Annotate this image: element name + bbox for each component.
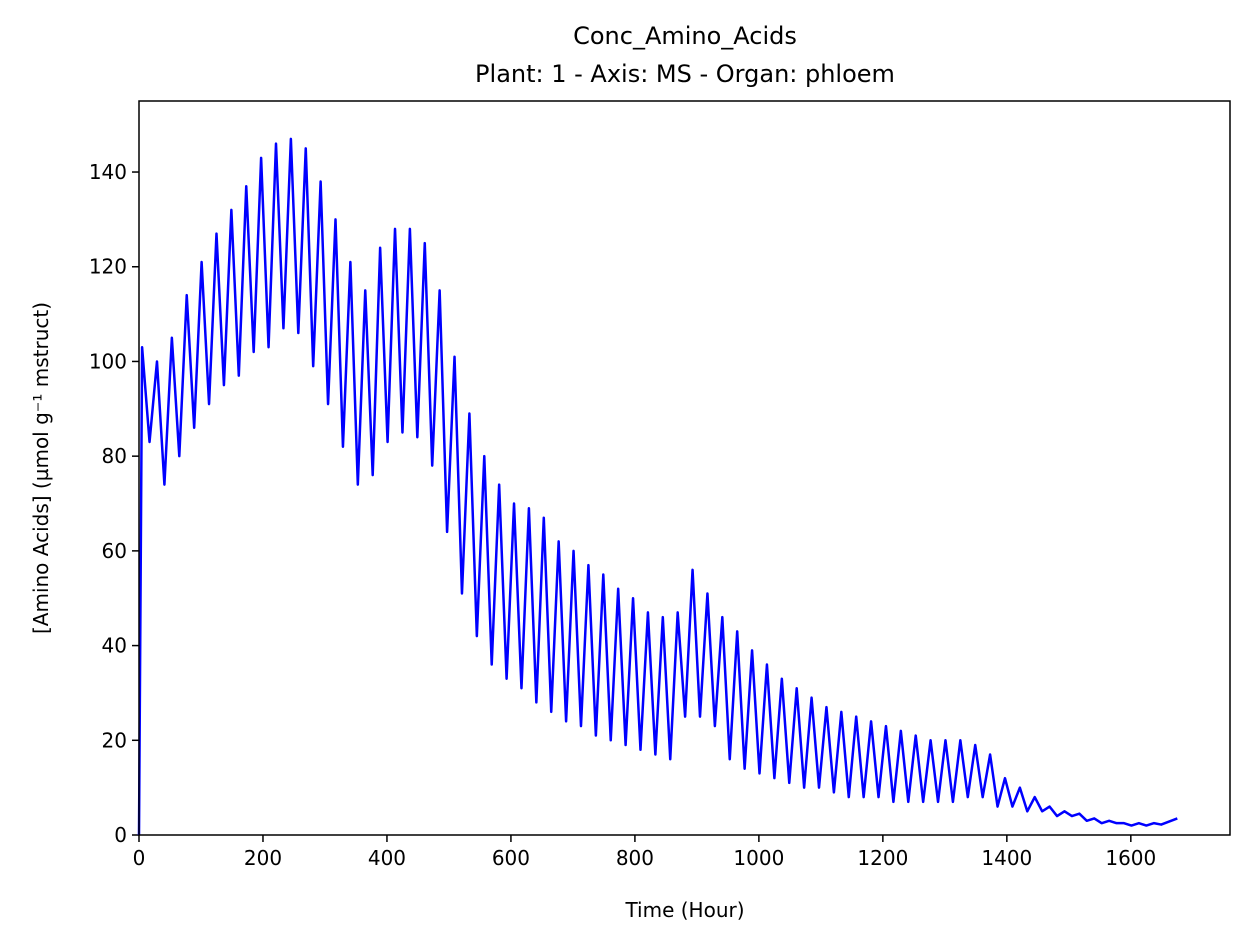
y-tick-label: 60: [102, 539, 127, 563]
x-tick-label: 1200: [857, 846, 908, 870]
y-axis-label: [Amino Acids] (µmol g⁻¹ mstruct): [29, 302, 53, 634]
x-tick-label: 600: [492, 846, 530, 870]
x-tick-label: 200: [244, 846, 282, 870]
x-tick-label: 0: [133, 846, 146, 870]
y-tick-label: 80: [102, 444, 127, 468]
x-tick-label: 1600: [1105, 846, 1156, 870]
y-tick-label: 0: [114, 823, 127, 847]
data-line: [137, 137, 1178, 836]
y-tick-label: 20: [102, 728, 127, 752]
x-tick-label: 400: [368, 846, 406, 870]
x-tick-label: 1000: [733, 846, 784, 870]
chart-subtitle: Plant: 1 - Axis: MS - Organ: phloem: [475, 60, 895, 88]
x-tick-label: 800: [616, 846, 654, 870]
y-tick-label: 140: [89, 160, 127, 184]
y-tick-label: 120: [89, 255, 127, 279]
y-tick-label: 40: [102, 634, 127, 658]
plot-frame: [138, 100, 1231, 836]
chart-title: Conc_Amino_Acids: [573, 22, 797, 50]
x-axis-label: Time (Hour): [624, 898, 744, 922]
y-tick-label: 100: [89, 349, 127, 373]
x-tick-label: 1400: [981, 846, 1032, 870]
